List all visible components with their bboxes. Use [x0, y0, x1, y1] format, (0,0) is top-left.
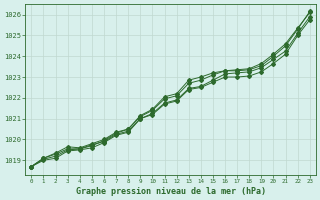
X-axis label: Graphe pression niveau de la mer (hPa): Graphe pression niveau de la mer (hPa): [76, 187, 266, 196]
